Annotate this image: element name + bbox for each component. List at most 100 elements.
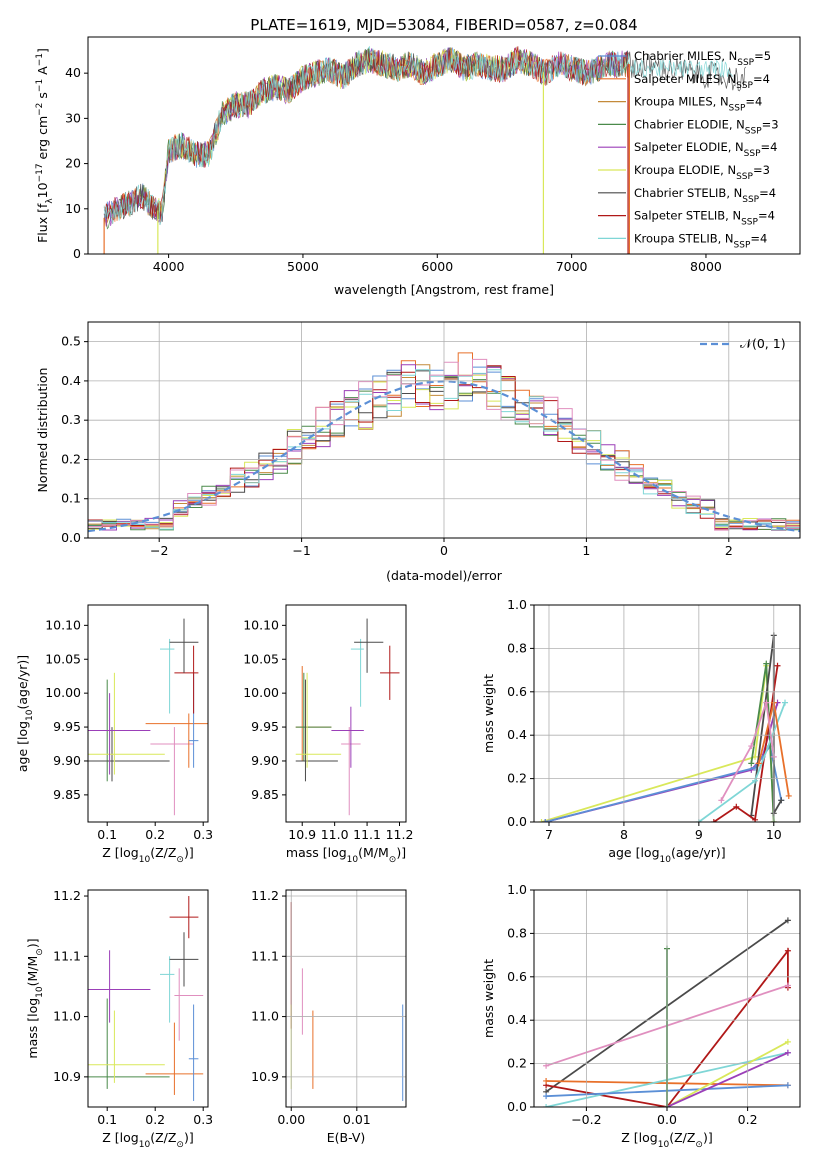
spectrum-series-c8	[103, 45, 734, 226]
mass-vs-z-xlabel-part: ⊙	[176, 1140, 184, 1150]
age-vs-z-ylabel-part: age [log	[15, 721, 30, 772]
age-vs-mass-ytick-label: 10.00	[243, 685, 279, 700]
mass-weight-vs-z-ytick-label: 1.0	[507, 882, 527, 897]
mass-weight-vs-age-marker	[763, 660, 770, 667]
mass-vs-z-xlabel-part: (Z/Z	[150, 1130, 176, 1145]
mass-weight-vs-z-xlabel-part: ⊙	[695, 1140, 703, 1150]
mass-weight-vs-z-marker	[784, 982, 791, 989]
mass-weight-vs-age-marker	[755, 760, 762, 767]
mass-vs-z-ytick-label: 11.1	[53, 948, 81, 963]
residuals-frame	[87, 321, 801, 539]
spectrum-ylabel-part: −1	[35, 53, 45, 66]
age-vs-mass-xtick-label: 11.0	[321, 827, 349, 842]
age-vs-z-ytick-label: 9.90	[53, 753, 81, 768]
age-vs-z-ylabel-part: 10	[25, 709, 35, 721]
mass-weight-vs-z-ytick-label: 0.0	[507, 1099, 527, 1114]
mass-vs-ebv-xlabel: E(B-V)	[327, 1130, 366, 1145]
mass-weight-vs-z-xlabel-part: Z [log	[621, 1130, 657, 1145]
mass-vs-z-ytick-label: 11.0	[53, 1009, 81, 1024]
mass-weight-vs-z-xtick-label: 0.2	[738, 1112, 758, 1127]
spectrum-legend-label-part: SSP	[741, 218, 758, 228]
figure-title: PLATE=1619, MJD=53084, FIBERID=0587, z=0…	[250, 16, 637, 34]
mass-vs-z-ylabel: mass [log10(M/M⊙)]	[25, 938, 45, 1058]
residuals-ytick-label: 0.3	[61, 412, 81, 427]
mass-weight-vs-z-marker	[784, 1082, 791, 1089]
mass-weight-vs-age-marker	[763, 699, 770, 706]
spectrum-legend-label: Salpeter STELIB, NSSP=4	[634, 209, 775, 228]
mass-vs-z-ylabel-part: ⊙	[35, 948, 45, 956]
residuals-ytick-label: 0.4	[61, 373, 81, 388]
spectrum-plot-area	[103, 45, 746, 254]
age-vs-mass-ytick-label: 9.95	[251, 719, 279, 734]
spectrum-legend-label-part: SSP	[742, 195, 759, 205]
spectrum-legend-label: Chabrier MILES, NSSP=5	[634, 49, 771, 68]
spectrum-legend-label-part: SSP	[744, 149, 761, 159]
mass-weight-vs-age-xlabel-part: age [log	[608, 845, 659, 860]
age-vs-mass-xlabel-part: mass [log	[286, 845, 347, 860]
mass-weight-vs-age-xtick-label: 8	[620, 827, 628, 842]
residuals-xtick-label: 0	[440, 543, 448, 558]
spectrum-ylabel: Flux [fλ10−17 erg cm−2 s−1 A−1]	[35, 48, 55, 243]
mass-weight-vs-z-marker	[784, 917, 791, 924]
age-vs-mass-xtick-label: 11.1	[353, 827, 381, 842]
spectrum-legend-label: Kroupa ELODIE, NSSP=3	[634, 163, 770, 182]
mass-weight-vs-z-xlabel: Z [log10(Z/Z⊙)]	[621, 1130, 712, 1150]
spectrum-legend-label: Kroupa MILES, NSSP=4	[634, 95, 762, 114]
age-vs-mass-xtick-label: 10.9	[288, 827, 316, 842]
mass-weight-vs-age-ytick-label: 0.0	[507, 814, 527, 829]
mass-weight-vs-z-xtick-label: −0.2	[571, 1112, 601, 1127]
age-vs-z-ytick-label: 9.95	[53, 719, 81, 734]
spectrum-legend-label-part: Chabrier ELODIE, N	[634, 117, 745, 131]
mass-vs-ebv-xtick-label: 0.00	[277, 1112, 305, 1127]
age-vs-mass-frame	[285, 604, 407, 823]
mass-weight-vs-age-marker	[748, 760, 755, 767]
spectrum-legend-label-part: =3	[762, 117, 779, 131]
mass-vs-z-frame	[87, 889, 209, 1108]
residuals-ytick-label: 0.2	[61, 451, 81, 466]
mass-vs-z-ytick-label: 10.9	[53, 1069, 81, 1084]
age-vs-mass-xlabel-part: )]	[396, 845, 406, 860]
mass-weight-vs-z-marker	[784, 947, 791, 954]
age-vs-mass-xlabel-part: (M/M	[358, 845, 389, 860]
spectrum-ytick-label: 30	[65, 110, 81, 125]
spectrum-ylabel-part: Flux [f	[35, 203, 50, 243]
residuals-xtick-label: 2	[725, 543, 733, 558]
spectrum-legend-label-part: =3	[753, 163, 770, 177]
mass-weight-vs-age-series-8	[720, 702, 775, 801]
mass-vs-z-xtick-label: 0.3	[193, 1112, 213, 1127]
mass-vs-ebv-ytick-label: 11.2	[251, 888, 279, 903]
age-vs-mass-plot-area	[295, 618, 400, 816]
mass-weight-vs-age-marker	[710, 819, 717, 822]
spectrum-ylabel-part: erg cm	[35, 116, 50, 164]
spectrum-legend-label-part: =4	[753, 72, 770, 86]
mass-weight-vs-age-marker	[542, 819, 549, 822]
mass-vs-z-xtick-label: 0.2	[145, 1112, 165, 1127]
residuals-xtick-label: 1	[582, 543, 590, 558]
mass-vs-z-ylabel-part: )]	[25, 938, 40, 948]
spectrum-ylabel-part: −2	[35, 103, 45, 116]
spectrum-legend-label-part: SSP	[734, 240, 751, 250]
mass-weight-vs-age-ylabel: mass weight	[481, 674, 496, 753]
residuals-ytick-label: 0.0	[61, 530, 81, 545]
age-vs-z-xtick-label: 0.3	[193, 827, 213, 842]
residuals-legend-label: 𝒩(0, 1)	[740, 336, 786, 351]
mass-weight-vs-z-xtick-label: 0.0	[657, 1112, 677, 1127]
spectrum-legend-label-part: =5	[754, 49, 771, 63]
spectrum-legend-label-part: =4	[761, 140, 778, 154]
spectrum-legend-label-part: Kroupa MILES, N	[634, 95, 729, 109]
spectrum-legend-label-part: SSP	[745, 126, 762, 136]
mass-weight-vs-z-series-7	[666, 1051, 789, 1107]
mass-weight-vs-age-ytick-label: 0.4	[507, 727, 527, 742]
residuals-xtick-label: −1	[292, 543, 310, 558]
mass-weight-vs-age-series-5	[713, 665, 779, 822]
mass-weight-vs-age-marker	[778, 797, 785, 804]
spectrum-xlabel: wavelength [Angstrom, rest frame]	[334, 282, 554, 297]
mass-weight-vs-age-xlabel: age [log10(age/yr)]	[608, 845, 725, 865]
mass-weight-vs-z-ytick-label: 0.8	[507, 925, 527, 940]
spectrum-legend-label-part: =4	[759, 186, 776, 200]
age-vs-mass-ytick-label: 10.05	[243, 651, 279, 666]
mass-weight-vs-age-plot-area	[538, 632, 792, 822]
spectrum-ylabel-part: A	[35, 66, 50, 79]
mass-weight-vs-age-marker	[782, 699, 789, 706]
